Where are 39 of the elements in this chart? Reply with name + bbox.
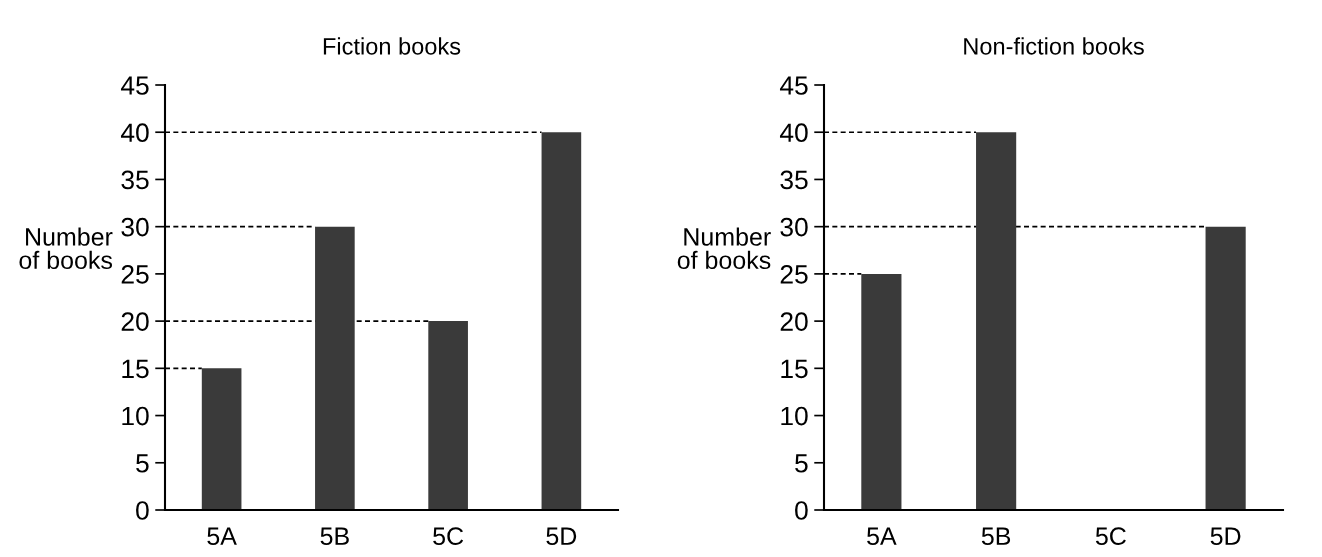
y-axis-title: Number of books — [677, 227, 771, 270]
bar — [976, 132, 1017, 510]
x-tick-label: 5B — [320, 527, 349, 546]
y-tick-label: 35 — [780, 170, 808, 190]
x-tick-label: 5B — [981, 527, 1011, 546]
y-tick-label: 5 — [795, 454, 808, 473]
y-tick-label: 15 — [781, 359, 808, 379]
y-tick-label: 25 — [121, 265, 149, 284]
bar — [315, 226, 355, 510]
x-tick-label: 5D — [546, 527, 577, 546]
bar — [428, 321, 468, 510]
x-tick-label: 5C — [433, 527, 464, 546]
y-tick-label: 30 — [780, 217, 808, 237]
y-tick-label: 0 — [795, 501, 808, 520]
x-tick-label: 5C — [1095, 527, 1126, 546]
bar — [201, 368, 242, 510]
chart-title: Non-fiction books — [964, 37, 1144, 55]
y-tick-label: 30 — [121, 217, 149, 237]
y-tick-label: 5 — [136, 454, 149, 473]
y-tick-label: 25 — [780, 265, 808, 284]
x-tick-label: 5A — [867, 527, 897, 546]
y-tick-label: 45 — [779, 76, 808, 95]
bar — [541, 132, 582, 510]
y-tick-label: 20 — [121, 312, 149, 331]
bar — [1205, 226, 1246, 510]
y-tick-label: 10 — [781, 406, 808, 426]
x-tick-label: 5D — [1210, 527, 1241, 546]
x-tick-label: 5A — [207, 527, 237, 546]
y-tick-label: 40 — [120, 123, 149, 143]
y-tick-label: 0 — [136, 501, 149, 520]
y-tick-label: 10 — [122, 406, 149, 426]
chart-title: Fiction books — [323, 37, 461, 55]
y-tick-label: 35 — [121, 170, 149, 190]
y-tick-label: 45 — [120, 76, 149, 95]
y-tick-label: 40 — [779, 123, 808, 143]
y-tick-label: 15 — [122, 359, 149, 379]
y-axis-title: Number of books — [19, 227, 113, 270]
y-tick-label: 20 — [780, 312, 808, 331]
bar — [861, 273, 902, 510]
